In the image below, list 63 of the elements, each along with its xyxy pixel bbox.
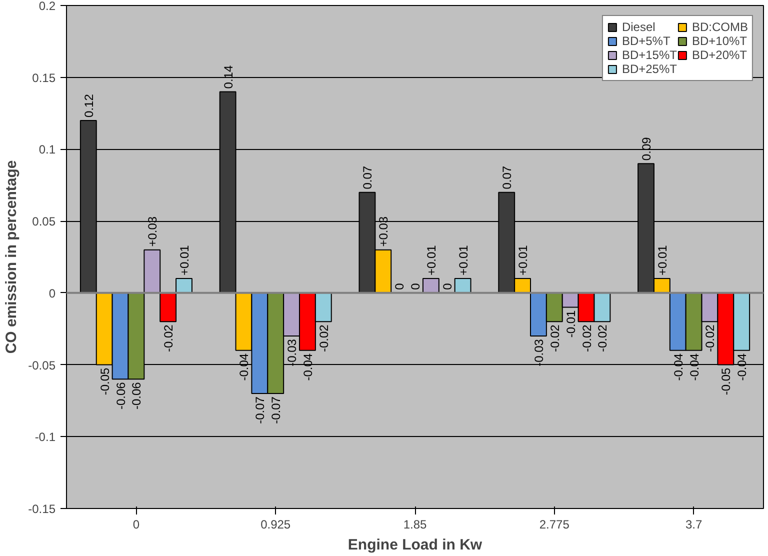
data-label: -0.02: [703, 324, 718, 352]
data-label: -0.04: [687, 353, 702, 381]
data-label: +0.01: [655, 244, 670, 276]
legend-label: BD:COMB: [692, 20, 748, 34]
data-label: 0.14: [221, 65, 236, 89]
data-label: -0.03: [285, 338, 300, 366]
data-label: -0.06: [114, 382, 128, 410]
x-tick-label: 2.775: [539, 518, 570, 532]
x-axis-title: Engine Load in Kw: [348, 536, 482, 554]
data-label: -0.04: [237, 353, 252, 381]
data-label: +0.03: [146, 216, 160, 247]
data-label: -0.02: [316, 324, 331, 352]
legend-label: BD+15%T: [622, 48, 677, 62]
data-label: -0.03: [532, 338, 546, 366]
y-axis-title: CO emission in percentage: [3, 160, 20, 354]
y-tick-label: 0: [48, 286, 56, 300]
data-label: 0: [440, 282, 454, 290]
data-label: 0: [392, 282, 407, 290]
data-label: +0.01: [177, 244, 192, 276]
bar: [160, 292, 177, 322]
data-label: -0.05: [98, 367, 112, 396]
x-tick-label: 3.7: [685, 518, 702, 532]
data-label: -0.06: [130, 382, 144, 410]
data-label: -0.02: [580, 324, 594, 352]
data-label: 0.07: [500, 166, 514, 190]
x-tick-label: 0.925: [260, 518, 291, 532]
data-label: -0.01: [564, 310, 578, 338]
bar: [219, 91, 236, 294]
data-label: -0.05: [719, 367, 734, 396]
data-label: -0.04: [300, 353, 315, 381]
data-label: 0: [408, 282, 422, 290]
y-tick-label: -0.15: [28, 502, 56, 516]
legend-label: BD+20%T: [692, 48, 748, 62]
y-tick-label: -0.05: [28, 358, 56, 372]
y-tick-label: -0.1: [34, 430, 56, 444]
bar: [176, 278, 192, 294]
data-label: -0.07: [269, 396, 284, 424]
data-label: -0.02: [162, 324, 176, 352]
data-label: +0.01: [424, 244, 438, 276]
data-label: +0.01: [456, 244, 470, 276]
bar: [80, 120, 97, 294]
data-label: -0.02: [548, 324, 562, 352]
legend-label: BD+5%T: [622, 34, 670, 48]
data-label: -0.07: [253, 396, 268, 424]
y-tick-label: 0.15: [32, 70, 56, 85]
bar: [454, 278, 472, 294]
y-tick-label: 0.1: [38, 142, 56, 157]
x-tick-label: 0: [132, 518, 140, 532]
data-label: +0.01: [516, 244, 530, 276]
data-label: -0.04: [735, 353, 750, 381]
data-label: -0.02: [596, 324, 610, 352]
y-tick-label: 0.2: [38, 0, 56, 13]
data-label: +0.03: [376, 216, 391, 247]
legend-label: BD+10%T: [692, 34, 748, 48]
legend-label: Diesel: [622, 20, 656, 34]
data-label: 0.12: [82, 94, 96, 118]
legend-label: BD+25%T: [622, 62, 677, 76]
data-label: -0.04: [671, 353, 686, 381]
x-tick-label: 1.85: [403, 518, 428, 532]
bar: [144, 249, 161, 294]
data-label: 0.07: [360, 166, 375, 190]
bar: [422, 278, 440, 294]
y-tick-label: 0.05: [32, 214, 56, 229]
